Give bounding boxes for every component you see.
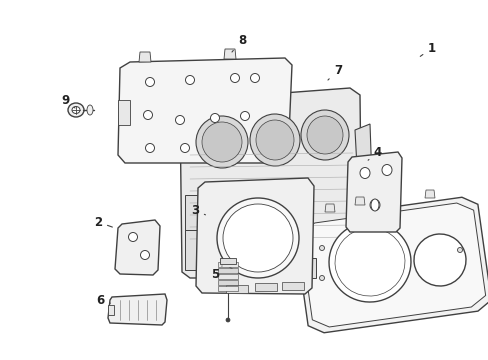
- Polygon shape: [294, 197, 488, 333]
- Ellipse shape: [334, 228, 404, 296]
- Polygon shape: [220, 258, 236, 264]
- Ellipse shape: [301, 110, 348, 160]
- Ellipse shape: [306, 116, 342, 154]
- Polygon shape: [108, 294, 167, 325]
- Polygon shape: [300, 203, 485, 327]
- Ellipse shape: [369, 199, 379, 211]
- Ellipse shape: [230, 73, 239, 82]
- Polygon shape: [218, 280, 238, 285]
- Polygon shape: [424, 190, 434, 198]
- Text: 2: 2: [94, 216, 112, 229]
- Polygon shape: [180, 88, 361, 278]
- Polygon shape: [218, 274, 238, 279]
- Polygon shape: [108, 305, 114, 315]
- Ellipse shape: [68, 103, 84, 117]
- Polygon shape: [218, 262, 238, 267]
- Ellipse shape: [217, 198, 298, 278]
- Polygon shape: [354, 197, 364, 205]
- Ellipse shape: [145, 77, 154, 86]
- Polygon shape: [325, 204, 334, 212]
- Polygon shape: [346, 152, 401, 232]
- Ellipse shape: [413, 234, 465, 286]
- Polygon shape: [115, 220, 160, 275]
- Ellipse shape: [210, 141, 219, 150]
- Ellipse shape: [175, 116, 184, 125]
- Ellipse shape: [457, 248, 462, 252]
- Polygon shape: [247, 258, 278, 278]
- Ellipse shape: [196, 116, 247, 168]
- Ellipse shape: [143, 111, 152, 120]
- Text: 8: 8: [231, 33, 245, 52]
- Polygon shape: [118, 100, 130, 125]
- Polygon shape: [184, 195, 220, 240]
- Ellipse shape: [370, 199, 378, 211]
- Polygon shape: [285, 258, 315, 278]
- Text: 6: 6: [96, 293, 110, 306]
- Ellipse shape: [359, 167, 369, 179]
- Ellipse shape: [210, 113, 219, 122]
- Ellipse shape: [140, 251, 149, 260]
- Polygon shape: [254, 283, 276, 291]
- Polygon shape: [218, 286, 238, 291]
- Text: 9: 9: [61, 94, 75, 108]
- Ellipse shape: [319, 246, 324, 251]
- Ellipse shape: [249, 114, 299, 166]
- Polygon shape: [218, 268, 238, 273]
- Ellipse shape: [180, 144, 189, 153]
- Ellipse shape: [225, 318, 229, 322]
- Ellipse shape: [319, 275, 324, 280]
- Ellipse shape: [87, 105, 93, 115]
- Text: 1: 1: [419, 41, 435, 57]
- Ellipse shape: [145, 144, 154, 153]
- Polygon shape: [209, 258, 240, 278]
- Text: 5: 5: [210, 266, 222, 280]
- Ellipse shape: [328, 222, 410, 302]
- Text: 4: 4: [367, 145, 381, 160]
- Polygon shape: [118, 58, 291, 163]
- Polygon shape: [282, 282, 304, 290]
- Ellipse shape: [202, 122, 242, 162]
- Polygon shape: [184, 230, 220, 270]
- Polygon shape: [225, 285, 247, 293]
- Ellipse shape: [223, 204, 292, 272]
- Ellipse shape: [240, 112, 249, 121]
- Ellipse shape: [72, 107, 80, 113]
- Polygon shape: [224, 49, 236, 59]
- Polygon shape: [196, 178, 313, 294]
- Ellipse shape: [381, 165, 391, 175]
- Ellipse shape: [128, 233, 137, 242]
- Ellipse shape: [250, 73, 259, 82]
- Ellipse shape: [256, 120, 293, 160]
- Ellipse shape: [185, 76, 194, 85]
- Polygon shape: [354, 124, 371, 186]
- Text: 3: 3: [190, 203, 205, 216]
- Polygon shape: [139, 52, 151, 62]
- Text: 7: 7: [327, 63, 342, 80]
